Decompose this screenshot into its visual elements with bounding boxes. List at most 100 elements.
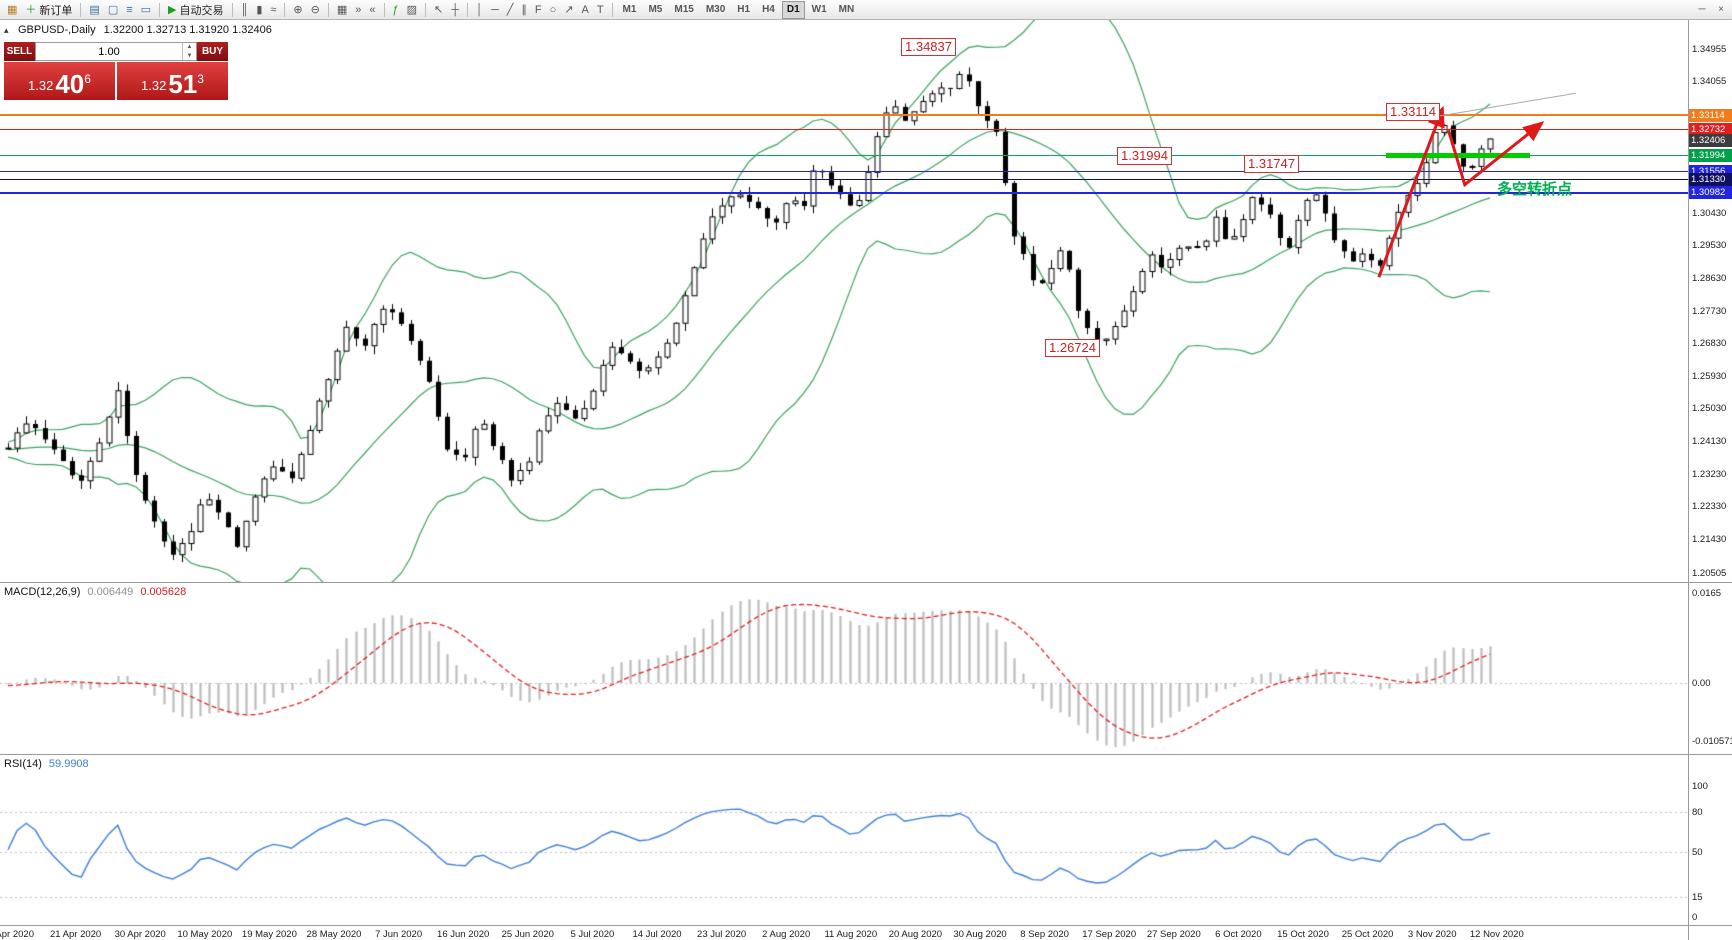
date-axis-label: 14 Jul 2020	[632, 929, 682, 940]
horizontal-line-1.31994[interactable]	[0, 155, 1688, 157]
arrows-tool-button[interactable]: ↗	[560, 0, 577, 20]
horizontal-line-1.32732[interactable]	[0, 128, 1688, 130]
window-controls: ─ ×	[1694, 2, 1729, 17]
cursor-button[interactable]: ↖	[430, 0, 447, 20]
timeframe-m1-button[interactable]: M1	[622, 4, 637, 15]
zoom-in-button[interactable]: ⊕	[289, 0, 306, 20]
market-watch-icon: ▤	[89, 3, 100, 16]
new-order-icon: ＋	[25, 3, 37, 16]
date-axis-separator	[0, 925, 1732, 926]
bid-pipette: 6	[84, 72, 91, 86]
vertical-line-tool-icon: │	[476, 3, 483, 16]
close-icon[interactable]: ×	[1718, 4, 1724, 15]
date-axis-label: 5 Jul 2020	[570, 929, 615, 940]
zoom-out-button[interactable]: ⊖	[307, 0, 324, 20]
horizontal-line-1.31556[interactable]	[0, 171, 1688, 173]
price-annotation-1.33114[interactable]: 1.33114	[1386, 103, 1441, 121]
zoom-in-icon: ⊕	[293, 3, 303, 16]
arrows-tool-icon: ↗	[564, 3, 574, 16]
auto-trading-button[interactable]: ▶ 自动交易	[164, 0, 227, 20]
price-axis-tick: 1.22330	[1692, 501, 1727, 513]
candlestick-type-button[interactable]: ▮	[252, 0, 266, 20]
text-tool-button[interactable]: A	[577, 0, 592, 20]
main-toolbar: ▦ ＋新订单 ▤ ▢ ≡ ▭ ▶ 自动交易 ║ ▮ ≈ ⊕ ⊖ ▦» «ƒ ▨ ↖ ┼ │ ─ ╱ ∥ F ○ ↗ A T M1 M5 M…	[0, 0, 1732, 20]
timeframe-mn-button[interactable]: MN	[838, 4, 855, 15]
date-axis-label: 2 Apr 2020	[0, 929, 34, 940]
date-axis-label: 25 Oct 2020	[1341, 929, 1394, 940]
vertical-line-tool-button[interactable]: │	[472, 0, 487, 20]
fibonacci-tool-button[interactable]: F	[531, 0, 546, 20]
terminal-button[interactable]: ▭	[137, 0, 155, 20]
price-axis-tick: 1.24130	[1692, 436, 1727, 448]
bid-price[interactable]: 1.32 40 6	[4, 62, 115, 100]
timeframe-m5-button[interactable]: M5	[648, 4, 663, 15]
price-axis-tick: 1.26830	[1692, 338, 1727, 350]
price-annotation-1.31994[interactable]: 1.31994	[1117, 147, 1172, 165]
trendline-tool-button[interactable]: ╱	[503, 0, 518, 20]
macd-panel-canvas[interactable]	[0, 582, 1688, 754]
minimize-icon[interactable]: ─	[1698, 4, 1706, 15]
price-axis-tick: 1.29530	[1692, 240, 1727, 252]
horizontal-line-tool-button[interactable]: ─	[487, 0, 503, 20]
timeframe-d1-button[interactable]: D1	[781, 0, 805, 19]
macd-label: MACD(12,26,9) 0.006449 0.005628	[4, 586, 186, 598]
macd-axis-tick: 0.00	[1692, 678, 1711, 689]
price-annotation-1.31747[interactable]: 1.31747	[1244, 155, 1299, 173]
rsi-panel-canvas[interactable]	[0, 754, 1688, 925]
chart-shift-button[interactable]: «	[365, 0, 379, 20]
indicators-list-icon: ƒ	[392, 3, 399, 16]
bar-chart-type-button[interactable]: ║	[237, 0, 253, 20]
timeframe-h4-button[interactable]: H4	[762, 4, 775, 15]
price-annotation-1.26724[interactable]: 1.26724	[1045, 339, 1100, 357]
sell-button[interactable]: SELL	[4, 42, 35, 61]
price-tag-1.31994: 1.31994	[1689, 149, 1732, 163]
buy-button[interactable]: BUY	[197, 42, 228, 61]
navigator-button[interactable]: ≡	[122, 0, 136, 20]
channel-tool-button[interactable]: ∥	[517, 0, 531, 20]
volume-input[interactable]	[36, 43, 182, 60]
bid-whole: 1.32	[28, 78, 54, 93]
volume-up-button[interactable]: ▲	[186, 44, 193, 51]
ask-price[interactable]: 1.32 51 3	[117, 62, 228, 100]
price-axis-tick: 1.34055	[1692, 76, 1727, 88]
timeframe-h1-button[interactable]: H1	[737, 4, 751, 15]
horizontal-line-1.3133[interactable]	[0, 179, 1688, 181]
rsi-value: 59.9908	[48, 758, 89, 770]
price-axis-tick: 1.28630	[1692, 272, 1727, 284]
date-axis-label: 3 Nov 2020	[1407, 929, 1457, 940]
text-annotation[interactable]: 多空转折点	[1497, 181, 1573, 198]
support-highlight-segment[interactable]	[1386, 153, 1530, 159]
macd-panel-separator[interactable]	[0, 582, 1732, 583]
auto-scroll-button[interactable]: »	[351, 0, 365, 20]
templates-button[interactable]: ▨	[403, 0, 421, 20]
new-chart-button[interactable]: ▦	[3, 0, 21, 20]
timeframe-m30-button[interactable]: M30	[705, 4, 726, 15]
market-watch-button[interactable]: ▤	[85, 0, 103, 20]
rsi-panel-separator[interactable]	[0, 754, 1732, 755]
price-annotation-1.34837[interactable]: 1.34837	[901, 38, 956, 56]
volume-field: ▲ ▼	[35, 42, 197, 61]
macd-axis-tick: -0.010571	[1692, 735, 1732, 747]
price-tag-1.32732: 1.32732	[1689, 122, 1732, 136]
rsi-axis-tick: 50	[1692, 846, 1703, 858]
fibonacci-tool-icon: F	[534, 3, 542, 16]
crosshair-button[interactable]: ┼	[447, 0, 463, 20]
tile-windows-button[interactable]: ▦	[333, 0, 351, 20]
indicators-list-button[interactable]: ƒ	[389, 0, 403, 20]
one-click-collapse-icon[interactable]: ▴	[4, 25, 9, 35]
data-window-button[interactable]: ▢	[104, 0, 122, 20]
horizontal-line-1.30982[interactable]	[0, 191, 1688, 194]
date-axis-label: 16 Jun 2020	[437, 929, 490, 940]
shapes-tool-button[interactable]: ○	[546, 0, 561, 20]
rsi-axis-tick: 15	[1692, 892, 1703, 904]
new-order-button[interactable]: ＋新订单	[21, 0, 76, 20]
label-tool-button[interactable]: T	[593, 0, 608, 20]
macd-axis-tick: 0.0165	[1692, 587, 1722, 599]
line-chart-type-button[interactable]: ≈	[266, 0, 280, 20]
toolbar-separator	[284, 2, 286, 17]
timeframe-w1-button[interactable]: W1	[811, 4, 827, 15]
timeframe-m15-button[interactable]: M15	[674, 4, 694, 15]
volume-down-button[interactable]: ▼	[186, 52, 193, 59]
horizontal-line-1.33114[interactable]	[0, 114, 1688, 117]
date-axis-label: 2 Aug 2020	[762, 929, 811, 940]
